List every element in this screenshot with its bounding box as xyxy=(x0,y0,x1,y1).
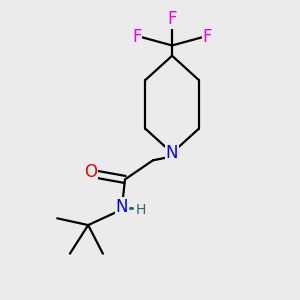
Text: F: F xyxy=(203,28,212,46)
Text: N: N xyxy=(116,197,128,215)
Text: F: F xyxy=(132,28,142,46)
Text: H: H xyxy=(136,203,146,217)
Text: N: N xyxy=(166,144,178,162)
Text: F: F xyxy=(167,10,177,28)
Text: O: O xyxy=(84,164,97,181)
